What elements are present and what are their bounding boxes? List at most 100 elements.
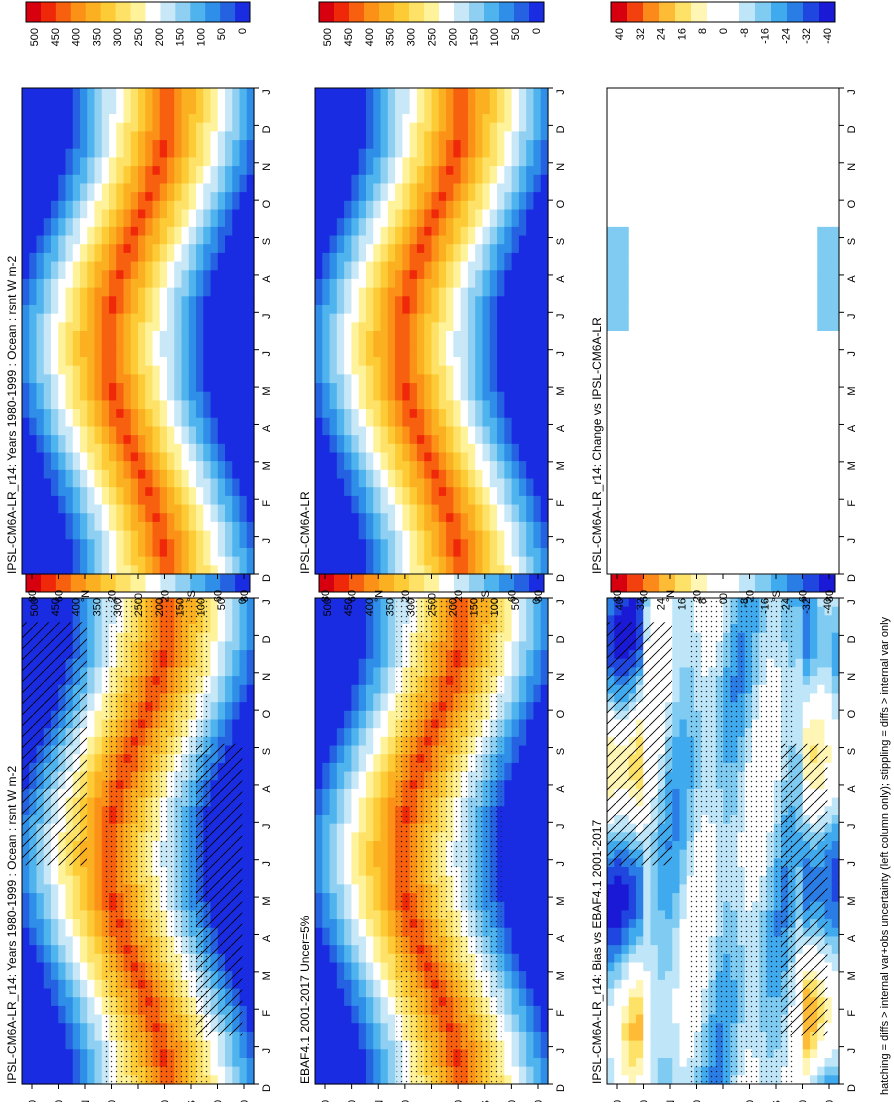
- colorbar-tick-label: -40: [822, 28, 834, 44]
- lat-tick-label: 20: [692, 590, 704, 602]
- month-tick-label: J: [261, 599, 273, 605]
- month-tick-label: D: [846, 125, 858, 133]
- month-tick-label: F: [555, 500, 567, 507]
- month-tick-label: J: [846, 824, 858, 830]
- month-tick-label: D: [261, 574, 273, 582]
- month-tick-label: S: [261, 748, 273, 755]
- lat-tick-label: 60: [54, 590, 66, 602]
- lat-tick-label: 20: [160, 590, 172, 602]
- lat-tick-label: °N: [665, 590, 677, 602]
- month-tick-label: J: [846, 599, 858, 605]
- month-tick-label: D: [555, 125, 567, 133]
- month-tick-label: A: [261, 785, 273, 793]
- colorbar-tick-label: 450: [343, 28, 355, 46]
- month-tick-label: A: [555, 785, 567, 793]
- month-tick-label: J: [846, 861, 858, 867]
- month-tick-label: S: [846, 238, 858, 245]
- month-tick-label: D: [261, 125, 273, 133]
- month-tick-label: M: [555, 461, 567, 470]
- month-tick-label: O: [261, 709, 273, 718]
- month-tick-label: J: [261, 538, 273, 544]
- colorbar-tick-label: 450: [50, 28, 62, 46]
- hatching-overlay: [22, 622, 87, 865]
- colorbar-tick-label: 250: [133, 28, 145, 46]
- month-tick-label: D: [261, 635, 273, 643]
- lat-tick-label: 60: [213, 590, 225, 602]
- lat-tick-label: °N: [373, 590, 385, 602]
- colorbar-tick-label: 250: [133, 598, 145, 616]
- footnote: hatching = diffs > internal var+obs unce…: [879, 616, 891, 1095]
- month-tick-label: M: [261, 971, 273, 980]
- lat-tick-label: 80: [824, 590, 836, 602]
- month-tick-label: D: [846, 574, 858, 582]
- colorbar-tick-label: 150: [468, 28, 480, 46]
- month-tick-label: A: [555, 424, 567, 432]
- month-tick-label: J: [846, 89, 858, 95]
- panel-left-top: DJFMAMJJASONDJ8060°N20020°S6080IPSL-CM6A…: [5, 572, 273, 1102]
- colorbar-tick-label: 250: [427, 598, 439, 616]
- month-tick-label: F: [846, 500, 858, 507]
- month-tick-label: J: [261, 89, 273, 95]
- colorbar-tick-label: 400: [364, 28, 376, 46]
- colorbar-tick-label: -16: [760, 28, 772, 44]
- month-tick-label: M: [846, 971, 858, 980]
- month-tick-label: J: [555, 314, 567, 320]
- panel-title: IPSL-CM6A-LR_r14: Bias vs EBAF4.1 2001-2…: [590, 820, 604, 1084]
- month-tick-label: D: [846, 1084, 858, 1092]
- colorbar-tick-label: 350: [91, 598, 103, 616]
- month-tick-label: D: [555, 635, 567, 643]
- month-tick-label: M: [555, 896, 567, 905]
- month-tick-label: A: [846, 785, 858, 793]
- month-tick-label: S: [555, 238, 567, 245]
- lat-tick-label: 60: [347, 590, 359, 602]
- month-tick-label: D: [846, 635, 858, 643]
- month-tick-label: S: [846, 748, 858, 755]
- colorbar-tick-label: 350: [385, 598, 397, 616]
- colorbar-tick-label: 200: [447, 28, 459, 46]
- colorbar-tick-label: 200: [154, 28, 166, 46]
- lat-tick-label: 20: [453, 590, 465, 602]
- month-tick-label: F: [555, 1010, 567, 1017]
- month-tick-label: O: [555, 199, 567, 208]
- month-tick-label: M: [846, 461, 858, 470]
- colorbar-tick-label: -16: [760, 598, 772, 614]
- month-tick-label: M: [261, 896, 273, 905]
- month-tick-label: J: [555, 351, 567, 357]
- colorbar-tick-label: -32: [801, 28, 813, 44]
- lat-tick-label: 60: [506, 590, 518, 602]
- colorbar-tick-label: -24: [780, 28, 792, 44]
- month-tick-label: F: [846, 1010, 858, 1017]
- month-tick-label: J: [846, 538, 858, 544]
- colorbar-tick-label: 400: [71, 28, 83, 46]
- month-tick-label: M: [846, 386, 858, 395]
- month-tick-label: F: [261, 500, 273, 507]
- lat-tick-label: 80: [239, 590, 251, 602]
- colorbar-tick-label: 0: [718, 28, 730, 34]
- month-tick-label: J: [555, 538, 567, 544]
- month-tick-label: O: [261, 199, 273, 208]
- month-tick-label: N: [261, 673, 273, 681]
- month-tick-label: D: [261, 1084, 273, 1092]
- colorbar-tick-label: 300: [406, 28, 418, 46]
- month-tick-label: M: [846, 896, 858, 905]
- month-tick-label: J: [846, 351, 858, 357]
- month-tick-label: F: [261, 1010, 273, 1017]
- lat-tick-label: 0: [718, 593, 730, 599]
- month-tick-label: A: [261, 934, 273, 942]
- lat-tick-label: °S: [480, 590, 492, 602]
- stippling-overlay: [397, 598, 502, 1084]
- lat-tick-label: 20: [745, 590, 757, 602]
- month-tick-label: M: [261, 386, 273, 395]
- month-tick-label: A: [846, 934, 858, 942]
- month-tick-label: O: [555, 709, 567, 718]
- hatching-overlay: [607, 622, 672, 865]
- stippling-overlay: [103, 598, 207, 1084]
- hatching-overlay: [781, 744, 827, 1036]
- month-tick-label: D: [555, 574, 567, 582]
- panel-title: IPSL-CM6A-LR_r14: Years 1980-1999 : Ocea…: [5, 766, 19, 1084]
- lat-tick-label: 20: [400, 590, 412, 602]
- month-tick-label: M: [555, 971, 567, 980]
- lat-tick-label: 80: [612, 590, 624, 602]
